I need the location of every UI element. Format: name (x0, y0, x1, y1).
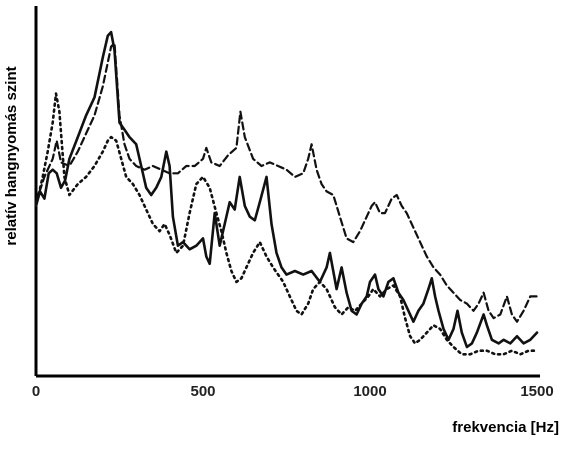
series-line-dotted (34, 92, 539, 356)
series-line-solid (34, 30, 539, 349)
x-tick-label: 1500 (520, 383, 553, 400)
series-line-dashed (34, 41, 539, 323)
x-axis-title: frekvencia [Hz] (452, 419, 559, 436)
series-layer (34, 30, 539, 356)
x-tick-label: 500 (190, 383, 215, 400)
y-axis-title: relatív hangnyomás szint (3, 66, 20, 245)
x-tick-label: 1000 (353, 383, 386, 400)
x-tick-label: 0 (32, 383, 40, 400)
axes (34, 6, 540, 378)
x-tick-labels: 0 500 1000 1500 (32, 383, 554, 400)
